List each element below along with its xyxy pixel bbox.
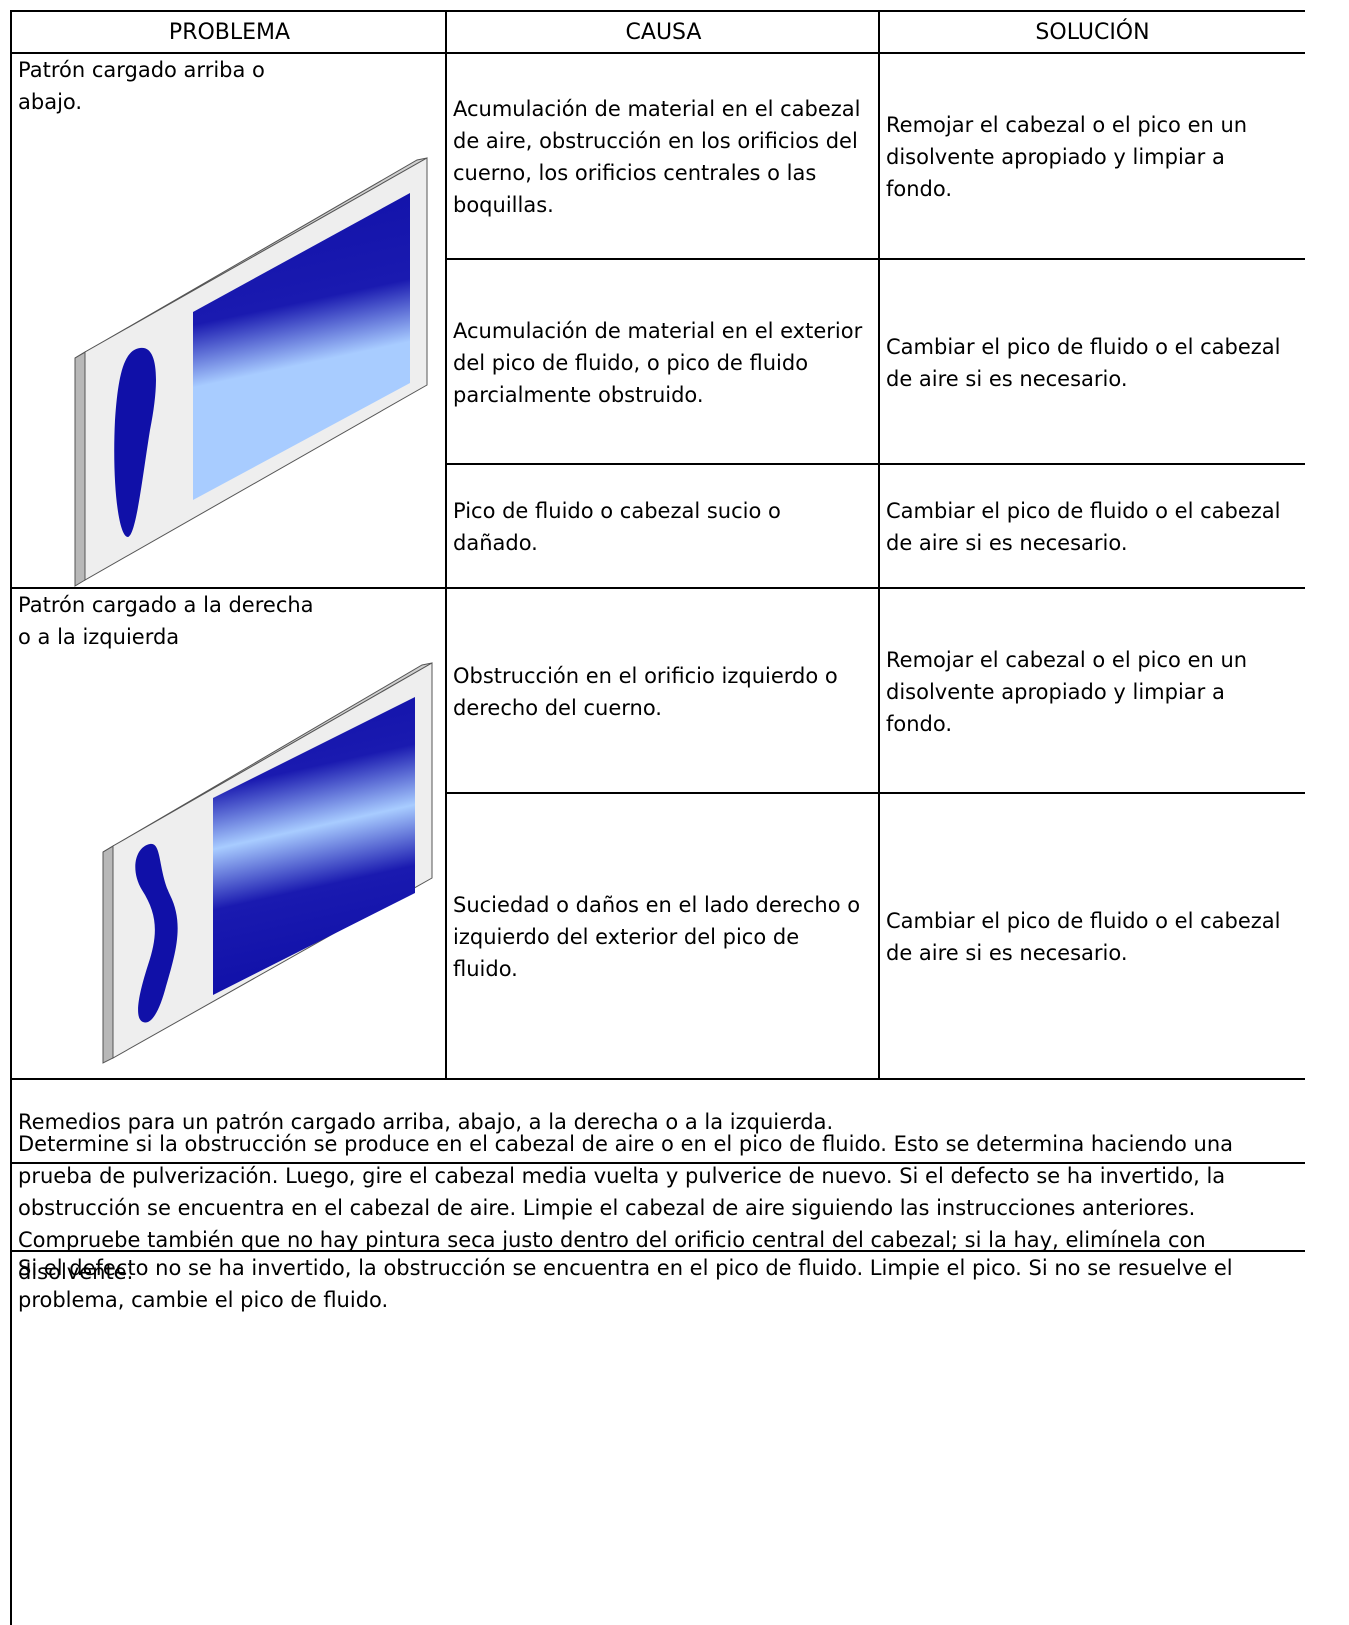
note-cell-text: Si el defecto no se ha invertido, la obs… xyxy=(18,1256,1233,1312)
cause-cell-text: Suciedad o daños en el lado derecho o iz… xyxy=(453,893,861,981)
note-cell-text: Remedios para un patrón cargado arriba, … xyxy=(18,1110,834,1134)
header-cell: PROBLEMA xyxy=(10,10,447,54)
header-cell: SOLUCIÓN xyxy=(878,10,1305,54)
cause-cell: Pico de fluido o cabezal sucio o dañado. xyxy=(445,463,880,589)
header-cell-text: CAUSA xyxy=(625,20,702,45)
cause-cell: Obstrucción en el orificio izquierdo o d… xyxy=(445,587,880,794)
header-cell-text: PROBLEMA xyxy=(168,20,291,45)
cause-cell-text: Acumulación de material en el cabezal de… xyxy=(453,97,861,217)
note-cell-text: Determine si la obstrucción se produce e… xyxy=(18,1132,1234,1284)
solution-cell-text: Cambiar el pico de fluido o el cabezal d… xyxy=(886,334,1281,391)
solution-cell-text: Remojar el cabezal o el pico en un disol… xyxy=(886,647,1248,736)
solution-cell-text: Cambiar el pico de fluido o el cabezal d… xyxy=(886,909,1281,965)
cause-cell: Acumulación de material en el cabezal de… xyxy=(445,52,880,260)
note-cell: Remedios para un patrón cargado arriba, … xyxy=(10,1078,1305,1164)
solution-cell: Cambiar el pico de fluido o el cabezal d… xyxy=(878,258,1305,465)
header-cell-text: SOLUCIÓN xyxy=(1035,20,1150,45)
cause-cell-text: Pico de fluido o cabezal sucio o dañado. xyxy=(453,499,781,555)
panel-illustration-1 xyxy=(74,157,428,587)
note-cell: Si el defecto no se ha invertido, la obs… xyxy=(10,1250,1305,1625)
solution-cell: Cambiar el pico de fluido o el cabezal d… xyxy=(878,463,1305,589)
solution-cell: Remojar el cabezal o el pico en un disol… xyxy=(878,52,1305,260)
note-cell: Determine si la obstrucción se produce e… xyxy=(10,1132,1305,1284)
header-cell: CAUSA xyxy=(445,10,880,54)
solution-cell: Remojar el cabezal o el pico en un disol… xyxy=(878,587,1305,794)
panel-illustration-2 xyxy=(102,662,433,1064)
problem-cell: Patrón cargado a la derecha o a la izqui… xyxy=(10,587,447,1080)
cause-cell-text: Obstrucción en el orificio izquierdo o d… xyxy=(453,663,838,720)
solution-cell-text: Cambiar el pico de fluido o el cabezal d… xyxy=(886,499,1281,555)
solution-cell-text: Remojar el cabezal o el pico en un disol… xyxy=(886,113,1248,201)
cause-cell: Suciedad o daños en el lado derecho o iz… xyxy=(445,792,880,1080)
solution-cell: Cambiar el pico de fluido o el cabezal d… xyxy=(878,792,1305,1080)
cause-cell: Acumulación de material en el exterior d… xyxy=(445,258,880,465)
problem-cell-text: Patrón cargado a la derecha o a la izqui… xyxy=(18,593,314,649)
problem-cell: Patrón cargado arriba o abajo. xyxy=(10,52,447,589)
problem-cell-text: Patrón cargado arriba o abajo. xyxy=(18,58,265,114)
cause-cell-text: Acumulación de material en el exterior d… xyxy=(453,318,863,407)
